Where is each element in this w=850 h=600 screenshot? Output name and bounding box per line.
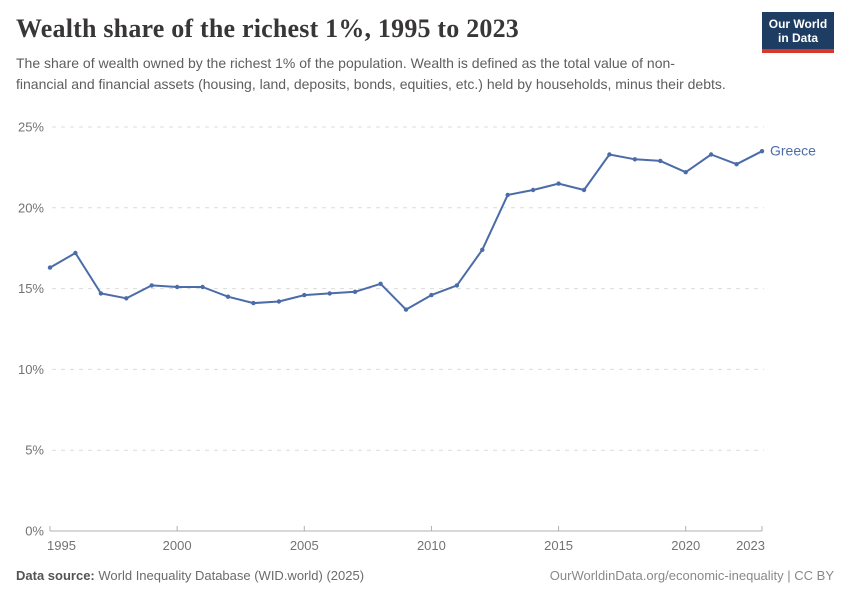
- data-point[interactable]: [352, 289, 358, 294]
- data-point[interactable]: [251, 300, 256, 306]
- x-tick-label: 2020: [671, 538, 700, 553]
- y-tick-label: 25%: [18, 120, 44, 135]
- data-point[interactable]: [403, 307, 409, 312]
- owid-logo-line1: Our World: [768, 17, 828, 31]
- data-source-text: World Inequality Database (WID.world) (2…: [98, 568, 365, 583]
- y-tick-label: 10%: [18, 362, 44, 377]
- data-point[interactable]: [683, 170, 688, 175]
- series-end-label[interactable]: Greece: [770, 143, 816, 159]
- data-point[interactable]: [556, 181, 561, 186]
- data-point[interactable]: [530, 187, 536, 193]
- x-tick-label: 2000: [163, 538, 192, 553]
- chart-footer: Data source: World Inequality Database (…: [16, 567, 834, 585]
- data-point[interactable]: [505, 192, 510, 198]
- data-point[interactable]: [480, 247, 485, 252]
- chart-header: Wealth share of the richest 1%, 1995 to …: [0, 0, 850, 95]
- data-source-label: Data source:: [16, 568, 95, 583]
- chart-title: Wealth share of the richest 1%, 1995 to …: [16, 14, 519, 43]
- owid-logo[interactable]: Our World in Data: [762, 12, 834, 53]
- data-point[interactable]: [378, 281, 383, 286]
- x-tick-label: 2005: [290, 538, 319, 553]
- chart-subtitle: The share of wealth owned by the richest…: [16, 55, 726, 92]
- data-point[interactable]: [581, 187, 587, 193]
- x-tick-label: 2015: [544, 538, 573, 553]
- line-chart[interactable]: 0% 5% 10% 15% 20% 25% 1995 2000 2005 2010 2015 2020…: [0, 95, 850, 565]
- attribution-link[interactable]: OurWorldinData.org/economic-inequality |…: [549, 568, 834, 583]
- data-point[interactable]: [98, 291, 104, 296]
- data-point[interactable]: [607, 152, 612, 157]
- data-point[interactable]: [225, 294, 231, 299]
- x-tick-label: 2023: [736, 538, 765, 553]
- data-point[interactable]: [759, 149, 765, 154]
- data-point[interactable]: [454, 283, 460, 288]
- data-point[interactable]: [200, 284, 205, 290]
- x-tick-label: 2010: [417, 538, 446, 553]
- data-point[interactable]: [429, 292, 434, 298]
- owid-logo-line2: in Data: [777, 31, 818, 45]
- y-tick-label: 20%: [18, 200, 44, 215]
- y-tick-label: 0%: [25, 524, 44, 539]
- data-point[interactable]: [124, 296, 129, 301]
- data-point[interactable]: [276, 299, 282, 304]
- data-point[interactable]: [302, 292, 307, 298]
- series-line[interactable]: [49, 150, 763, 311]
- y-tick-label: 15%: [18, 281, 44, 296]
- data-source: Data source: World Inequality Database (…: [16, 567, 364, 585]
- data-point[interactable]: [327, 291, 332, 296]
- data-point[interactable]: [174, 284, 180, 290]
- data-point[interactable]: [708, 152, 714, 157]
- data-point[interactable]: [632, 157, 638, 162]
- data-point[interactable]: [149, 283, 154, 288]
- y-tick-label: 5%: [25, 443, 44, 458]
- data-point[interactable]: [47, 265, 53, 270]
- data-point[interactable]: [73, 250, 78, 256]
- data-point[interactable]: [658, 158, 663, 164]
- data-point[interactable]: [734, 162, 739, 167]
- x-tick-label: 1995: [47, 538, 76, 553]
